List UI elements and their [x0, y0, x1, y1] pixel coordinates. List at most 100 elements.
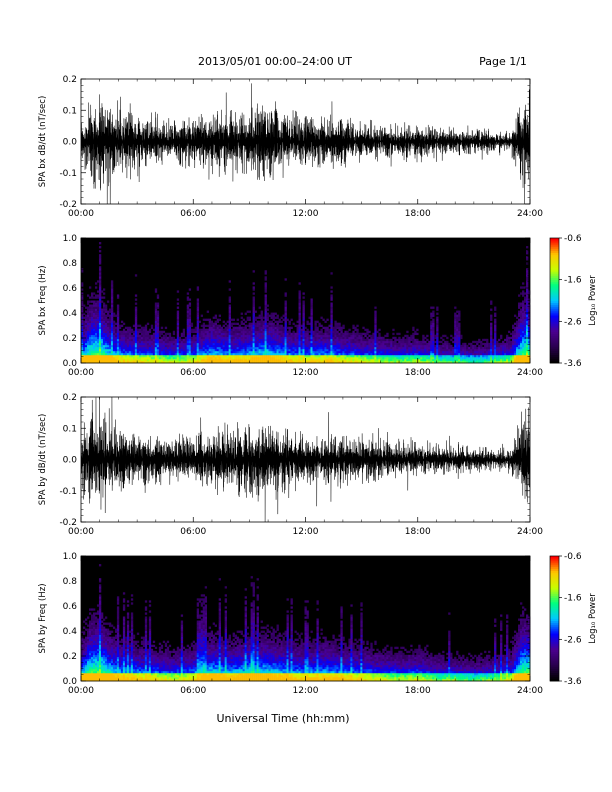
spectrogram-cell — [262, 354, 265, 358]
spectrogram-cell — [242, 318, 245, 321]
spectrogram-cell — [160, 326, 164, 330]
spectrogram-cell — [140, 340, 144, 344]
spectrogram-cell — [330, 310, 333, 313]
spectrogram-cell — [356, 360, 359, 364]
spectrogram-cell — [264, 340, 267, 344]
spectrogram-cell — [172, 340, 176, 344]
spectrogram-cell — [414, 348, 417, 352]
spectrogram-cell — [206, 356, 210, 360]
spectrogram-cell — [86, 640, 90, 643]
spectrogram-cell — [144, 348, 148, 352]
spectrogram-cell — [134, 356, 138, 360]
spectrogram-cell — [204, 348, 208, 352]
spectrogram-cell — [344, 330, 347, 334]
spectrogram-cell — [486, 338, 489, 342]
spectrogram-cell — [518, 358, 521, 362]
spectrogram-cell — [324, 360, 327, 364]
spectrogram-cell — [132, 324, 136, 328]
spectrogram-cell — [110, 328, 114, 332]
spectrogram-cell — [258, 340, 261, 344]
spectrogram-cell — [152, 342, 156, 346]
spectrogram-cell — [356, 332, 359, 336]
spectrogram-cell — [116, 318, 120, 321]
spectrogram-cell — [384, 354, 387, 358]
spectrogram-cell — [128, 342, 132, 346]
spectrogram-cell — [84, 654, 88, 658]
spectrogram-cell — [240, 360, 243, 364]
spectrogram-cell — [320, 324, 323, 328]
spectrogram-cell — [442, 334, 445, 338]
spectrogram-cell — [310, 322, 313, 325]
spectrogram-cell — [378, 338, 381, 342]
spectrogram-cell — [246, 332, 249, 336]
spectrogram-cell — [366, 342, 369, 346]
spectrogram-cell — [334, 348, 337, 352]
spectrogram-cell — [442, 338, 445, 342]
spectrogram-cell — [522, 350, 525, 354]
spectrogram-cell — [222, 356, 225, 360]
spectrogram-cell — [240, 348, 243, 352]
spectrogram-cell — [228, 298, 231, 301]
spectrogram-cell — [81, 346, 84, 350]
spectrogram-cell — [468, 360, 471, 364]
spectrogram-cell — [238, 352, 241, 356]
spectrogram-cell — [526, 330, 529, 334]
spectrogram-cell — [514, 348, 517, 352]
colorbar-swatch — [550, 256, 559, 260]
spectrogram-cell — [330, 304, 333, 307]
spectrogram-cell — [196, 332, 200, 336]
spectrogram-cell — [84, 328, 88, 332]
spectrogram-cell — [520, 342, 523, 346]
spectrogram-cell — [156, 328, 160, 332]
spectrogram-cell — [490, 316, 493, 319]
spectrogram-cell — [526, 352, 529, 356]
spectrogram-cell — [524, 330, 527, 334]
spectrogram-cell — [400, 348, 403, 352]
spectrogram-cell — [144, 350, 148, 354]
spectrogram-cell — [406, 354, 409, 358]
spectrogram-cell — [522, 330, 525, 334]
spectrogram-cell — [83, 676, 86, 680]
spectrogram-cell — [260, 316, 263, 319]
spectrogram-cell — [84, 346, 88, 350]
spectrogram-cell — [526, 296, 529, 299]
spectrogram-cell — [462, 358, 465, 362]
spectrogram-cell — [128, 354, 132, 358]
spectrogram-cell — [114, 338, 118, 342]
spectrogram-cell — [424, 340, 427, 344]
spectrogram-cell — [120, 320, 124, 323]
spectrogram-cell — [410, 342, 413, 346]
spectrogram-cell — [304, 342, 307, 346]
spectrogram-cell — [504, 358, 507, 362]
spectrogram-cell — [468, 356, 471, 360]
spectrogram-cell — [426, 354, 429, 358]
spectrogram-cell — [86, 672, 90, 676]
spectrogram-cell — [350, 356, 353, 360]
spectrogram-cell — [452, 346, 455, 350]
spectrogram-cell — [144, 346, 148, 350]
spectrogram-cell — [88, 296, 92, 299]
spectrogram-cell — [100, 330, 104, 334]
spectrogram-cell — [334, 354, 337, 358]
spectrogram-cell — [382, 358, 385, 362]
spectrogram-cell — [292, 348, 295, 352]
spectrogram-cell — [496, 358, 499, 362]
spectrogram-cell — [254, 344, 257, 348]
spectrogram-cell — [284, 332, 287, 336]
spectrogram-cell — [266, 336, 269, 340]
spectrogram-cell — [490, 342, 493, 346]
spectrogram-cell — [514, 334, 517, 338]
spectrogram-cell — [214, 316, 217, 319]
spectrogram-cell — [98, 324, 102, 328]
spectrogram-cell — [274, 344, 277, 348]
spectrogram-cell — [104, 310, 108, 313]
spectrogram-cell — [356, 338, 359, 342]
spectrogram-cell — [138, 350, 142, 354]
spectrogram-cell — [156, 358, 160, 362]
spectrogram-cell — [310, 358, 313, 362]
spectrogram-cell — [370, 342, 373, 346]
spectrogram-cell — [122, 356, 126, 360]
spectrogram-cell — [520, 318, 523, 321]
spectrogram-cell — [194, 354, 198, 358]
spectrogram-cell — [330, 308, 333, 311]
